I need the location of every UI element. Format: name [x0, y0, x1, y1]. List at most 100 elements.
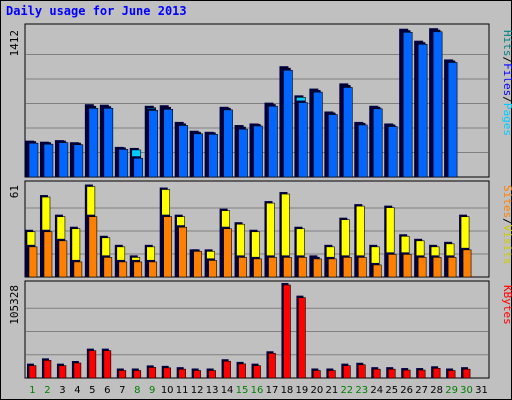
bar-files [298, 102, 308, 178]
day-label: 2 [44, 385, 50, 396]
bar-kbytes [432, 367, 441, 379]
bar-kbytes [118, 370, 127, 379]
bar-kbytes [73, 362, 82, 379]
bar-files [268, 105, 278, 178]
day-label: 7 [119, 385, 125, 396]
day-label: 11 [176, 385, 189, 396]
bar-sites [417, 257, 427, 278]
legend-entry: / [501, 218, 512, 225]
bar-kbytes [103, 350, 112, 379]
bar-files [357, 124, 368, 178]
bar-files [313, 91, 323, 178]
bar-sites [268, 257, 277, 278]
bar-sites [58, 240, 68, 278]
bar-files [402, 31, 413, 178]
bar-sites [178, 226, 187, 278]
day-label: 6 [104, 385, 110, 396]
bar-sites [387, 254, 397, 278]
legend-entry: Sites [501, 185, 512, 218]
bar-files [447, 62, 458, 178]
bar-kbytes [462, 368, 471, 379]
bar-files [253, 125, 263, 178]
bar-sites [343, 257, 352, 278]
bar-kbytes [268, 352, 276, 379]
bar-files [238, 128, 248, 178]
bar-kbytes [178, 368, 186, 379]
bar-files [88, 107, 99, 178]
bar-files [432, 31, 443, 178]
bar-sites [43, 231, 53, 278]
bar-kbytes [223, 360, 231, 379]
bar-kbytes [163, 367, 172, 379]
legend-entry: / [501, 96, 512, 103]
day-label: 21 [325, 385, 338, 396]
bar-sites [238, 257, 247, 278]
bar-kbytes [193, 370, 201, 379]
day-label: 17 [266, 385, 279, 396]
max-label-hits-files-pages: 1412 [8, 30, 21, 57]
bar-files [208, 134, 218, 178]
bar-sites [223, 228, 232, 278]
bar-kbytes [28, 365, 37, 379]
bar-sites [193, 251, 202, 278]
day-label: 31 [475, 385, 488, 396]
bar-sites [298, 257, 307, 278]
bar-kbytes [298, 297, 306, 379]
chart-title: Daily usage for June 2013 [6, 4, 187, 18]
day-label: 10 [161, 385, 174, 396]
legend-entry: KBytes [501, 285, 512, 325]
bar-files [283, 69, 293, 178]
bar-files [118, 149, 129, 178]
day-label: 9 [149, 385, 155, 396]
bar-files [73, 144, 84, 178]
bar-kbytes [283, 284, 291, 379]
legend-entry: Hits [501, 30, 512, 57]
bar-sites [28, 246, 38, 278]
day-label: 30 [460, 385, 473, 396]
bar-kbytes [208, 370, 216, 379]
day-label: 4 [74, 385, 80, 396]
legend-entry: Files [501, 63, 512, 96]
day-label: 5 [89, 385, 95, 396]
bar-sites [118, 261, 128, 278]
day-label: 20 [311, 385, 324, 396]
day-label: 12 [191, 385, 204, 396]
bar-kbytes [133, 370, 142, 379]
bar-files [103, 107, 114, 178]
bar-kbytes [372, 368, 381, 379]
bar-kbytes [357, 364, 366, 379]
bar-sites [462, 249, 472, 278]
bar-sites [372, 264, 382, 278]
day-label: 19 [296, 385, 309, 396]
bar-kbytes [328, 370, 336, 379]
bar-files [43, 143, 54, 178]
day-label: 13 [206, 385, 219, 396]
bar-sites [163, 216, 173, 278]
bar-sites [73, 261, 83, 278]
bar-kbytes [88, 350, 97, 379]
legend-hits-files-pages: Hits/Files/Pages [501, 30, 512, 136]
legend-entry: / [501, 57, 512, 64]
day-label: 1 [29, 385, 35, 396]
bar-files [163, 109, 174, 178]
day-label: 24 [370, 385, 383, 396]
bar-files [343, 87, 353, 178]
bar-kbytes [447, 370, 456, 379]
day-label: 23 [355, 385, 368, 396]
bar-kbytes [43, 360, 52, 379]
day-label: 18 [281, 385, 294, 396]
legend-entry: Visits [501, 225, 512, 265]
bar-sites [357, 257, 367, 278]
day-label: 15 [236, 385, 249, 396]
bar-sites [208, 260, 217, 278]
bar-kbytes [402, 369, 411, 379]
bar-sites [402, 254, 412, 278]
bar-files [193, 133, 203, 178]
max-label-kbytes: 105328 [8, 285, 21, 325]
legend-entry: Pages [501, 103, 512, 136]
bar-sites [88, 216, 98, 278]
bar-sites [313, 258, 322, 278]
bar-files [28, 142, 39, 178]
day-label: 14 [221, 385, 234, 396]
max-label-visits-sites: 61 [8, 185, 21, 198]
